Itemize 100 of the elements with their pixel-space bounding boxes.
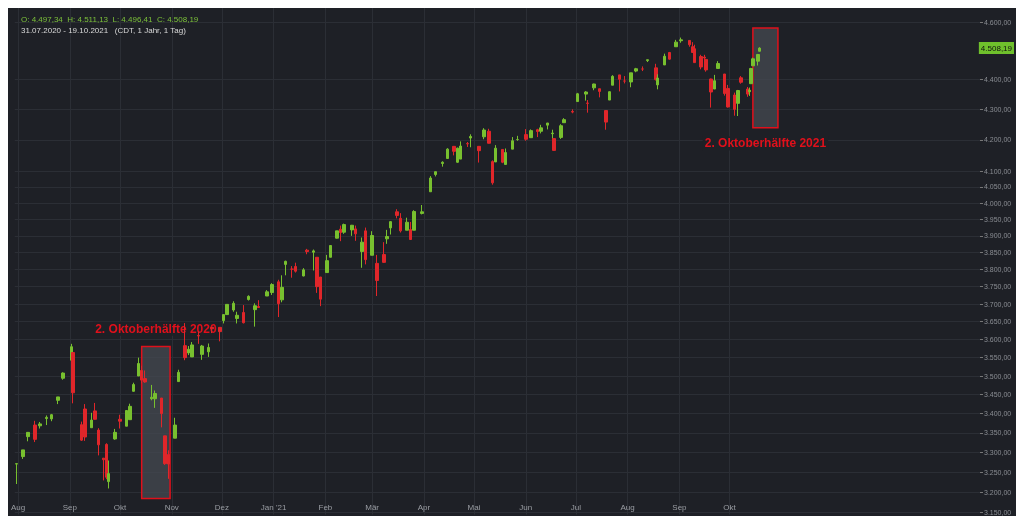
candlestick [576,92,579,103]
candlestick [61,372,65,379]
candlestick [491,159,494,186]
candlestick [611,74,614,86]
x-tick-label: Sep [672,503,688,513]
candlestick [709,78,713,109]
candlestick [739,75,743,85]
candlestick [93,402,97,420]
candlestick [618,74,621,92]
x-tick-label: Mär [365,503,380,513]
candlestick [200,344,204,361]
candlestick [173,417,177,439]
x-tick-label: Mai [467,503,481,513]
candlestick [592,83,596,91]
candlestick [190,341,194,358]
candlestick [360,237,364,269]
candlestick [511,136,514,150]
candlestick [524,128,528,142]
candlestick [571,108,574,114]
candlestick [280,274,284,303]
candlestick [294,262,297,274]
candlestick [137,357,140,377]
candlestick [559,123,563,140]
candlestick [420,204,424,214]
candlestick [477,145,481,164]
candlestick [325,254,329,274]
candlestick [646,59,649,63]
text: 4.508,19 [980,43,1013,53]
candlestick [90,412,93,429]
candlestick [242,304,245,324]
candlestick [210,326,214,334]
candlestick [668,51,671,61]
candlestick [207,342,210,358]
candlestick [634,67,638,73]
candlestick [335,230,339,239]
candlestick [434,171,437,177]
candlestick [232,300,235,313]
candlestick [674,39,678,48]
candlestick [429,175,432,193]
band-label: 2. Oktoberhälfte 2021 [704,136,827,151]
candlestick [466,141,469,148]
x-tick-label: Dez [214,503,229,513]
candlestick [608,90,611,101]
candlestick [312,249,315,272]
candlestick [277,279,280,318]
candlestick [187,345,190,356]
x-tick-label: Jun [519,503,533,513]
text: 31.07.2020 - 19.10.2021 (CDT, 1 Jahr, 1 Tag) [21,25,187,35]
candlestick [679,37,683,44]
candlestick [412,209,416,231]
candlestick [405,217,409,231]
x-tick-label: Feb [318,503,333,513]
candlestick [399,212,402,234]
candlestick [716,60,720,69]
candlestick [45,414,48,426]
candlestick [350,224,354,237]
candlestick [177,369,180,383]
candlestick [375,254,379,297]
x-tick-label: Apr [417,503,431,513]
candlestick [33,420,37,443]
x-tick-label: Nov [164,503,179,513]
candlestick [354,225,357,242]
candlestick [598,88,601,98]
x-tick-label: Jul [570,503,582,513]
candlestick [140,365,143,384]
candlestick [469,133,472,148]
candlestick [284,260,287,276]
candlestick [257,299,260,309]
candlestick [663,53,666,66]
candlestick [132,382,135,393]
candlestick [97,427,100,456]
candlestick [56,396,60,405]
candlestick [342,223,346,235]
candlestick [302,267,305,277]
candlestick [733,92,736,117]
candlestick [83,403,87,442]
candlestick [247,294,250,302]
candlestick [562,117,566,124]
candlestick [604,109,608,131]
candlestick [713,74,716,90]
candlestick [38,421,42,430]
candlestick [409,221,412,240]
candlestick [389,220,392,236]
x-tick-label: Aug [620,503,635,513]
candlestick [736,89,740,117]
candlestick [494,144,497,163]
candlestick [21,449,25,460]
candlestick [364,227,367,265]
x-tick-label: Okt [723,503,737,513]
candlestick [15,462,18,485]
x-tick-label: Okt [113,503,127,513]
candlestick [143,369,147,383]
candlestick [539,124,543,134]
text: O: 4.497,34 H: 4.511,13 L: 4.496,41 C: 4.508,19 [21,14,199,24]
candlestick [758,46,761,53]
candlestick [482,127,486,140]
candlestick [339,225,342,242]
candlestick [459,140,462,160]
candlestick [26,431,30,442]
candlestick [385,229,389,245]
